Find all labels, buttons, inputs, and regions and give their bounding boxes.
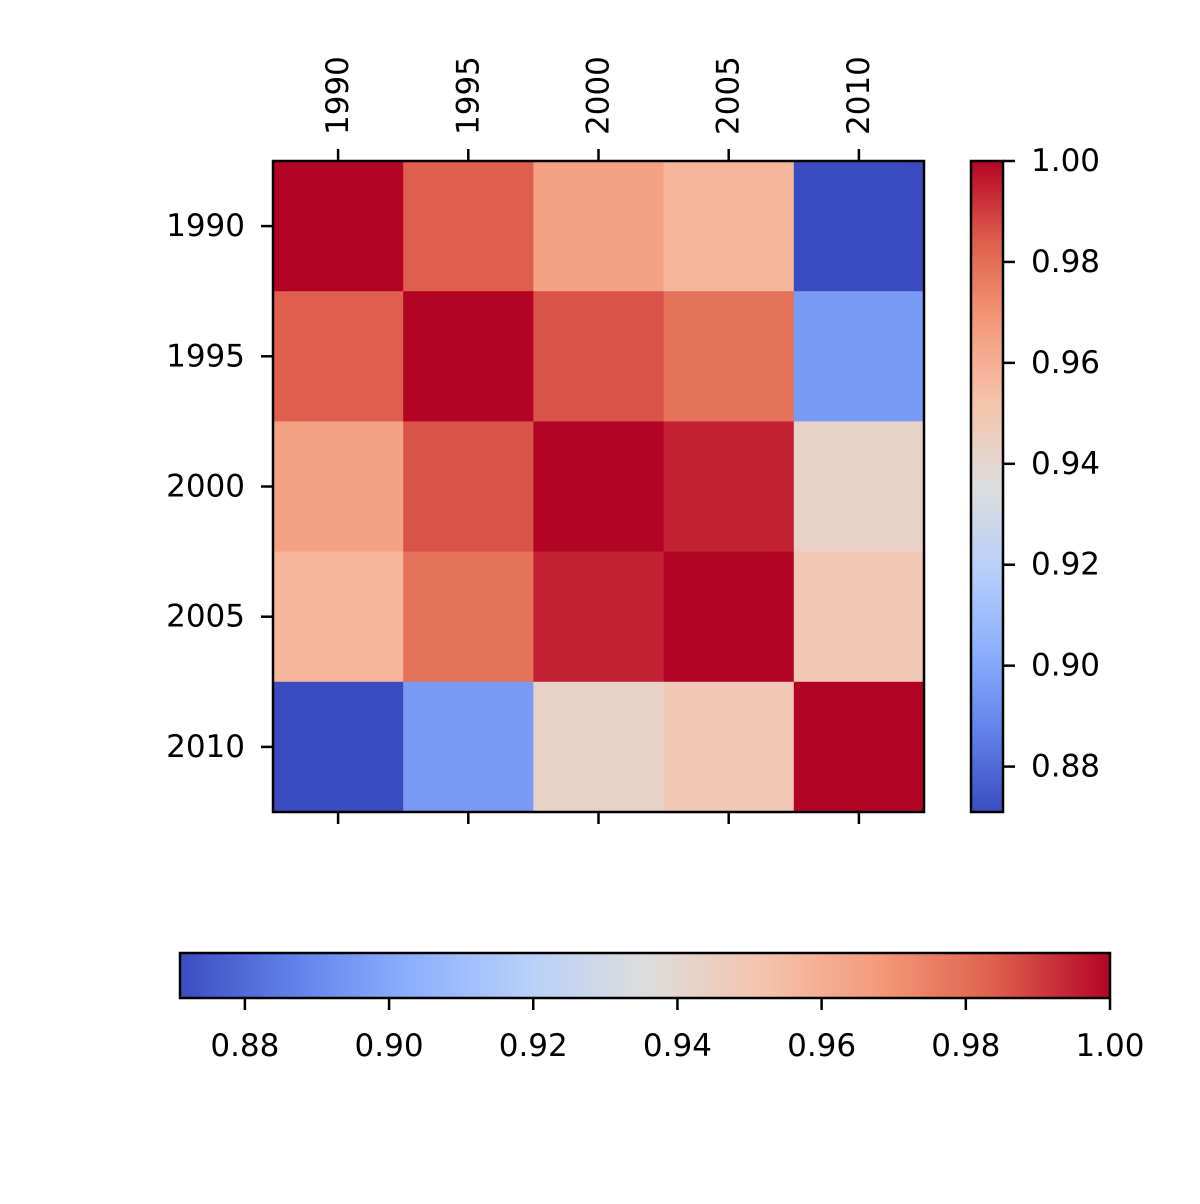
x-tick-label-1995: 1995 (450, 56, 486, 135)
x-tick-label-1990: 1990 (320, 56, 356, 135)
heatmap-cell-2000-2010 (793, 421, 925, 553)
heatmap-cell-2005-2000 (533, 551, 665, 683)
heatmap-cell-1995-1995 (403, 291, 534, 422)
hcb-tick-label-0.92: 0.92 (499, 1028, 568, 1064)
heatmap-cell-1990-2005 (663, 161, 795, 292)
x-tick-label-2010: 2010 (841, 56, 877, 135)
hcb-tick-label-0.98: 0.98 (931, 1028, 1000, 1064)
horizontal-colorbar: 0.88 0.90 0.92 0.94 0.96 0.98 1.00 (178, 951, 1145, 1064)
heatmap-cells (273, 161, 925, 813)
vertical-colorbar: 0.88 0.90 0.92 0.94 0.96 0.98 1.00 (969, 143, 1100, 814)
y-axis-ticks: 1990 1995 2000 2005 2010 (166, 208, 273, 765)
vcb-tick-label-0.96: 0.96 (1031, 345, 1100, 381)
y-tick-label-1990: 1990 (166, 208, 245, 244)
hcb-tick-label-0.94: 0.94 (643, 1028, 712, 1064)
heatmap-cell-1990-1995 (403, 161, 534, 292)
heatmap-cell-2010-2000 (533, 681, 665, 813)
hcb-tick-label-1.00: 1.00 (1075, 1028, 1144, 1064)
heatmap-cell-2010-2010 (793, 681, 925, 813)
vcb-tick-label-1.00: 1.00 (1031, 143, 1100, 179)
vcb-tick-label-0.88: 0.88 (1031, 749, 1100, 785)
horizontal-colorbar-frame (178, 951, 1112, 1000)
y-tick-label-2010: 2010 (166, 729, 245, 765)
heatmap-cell-2000-1995 (403, 421, 534, 553)
heatmap-cell-1995-2000 (533, 291, 665, 422)
y-tick-label-2005: 2005 (166, 599, 245, 635)
vcb-tick-label-0.98: 0.98 (1031, 244, 1100, 280)
x-axis-bottom-ticks (336, 812, 861, 824)
y-tick-label-1995: 1995 (166, 338, 245, 374)
heatmap-cell-2000-2000 (533, 421, 665, 553)
heatmap-cell-2005-1995 (403, 551, 534, 683)
vcb-tick-label-0.94: 0.94 (1031, 446, 1100, 482)
heatmap-cell-2000-1990 (273, 421, 404, 553)
vcb-tick-label-0.92: 0.92 (1031, 547, 1100, 583)
heatmap-cell-2000-2005 (663, 421, 795, 553)
heatmap-cell-2010-1995 (403, 681, 534, 813)
hcb-tick-label-0.88: 0.88 (210, 1028, 279, 1064)
heatmap-cell-2010-2005 (663, 681, 795, 813)
heatmap-cell-2005-2010 (793, 551, 925, 683)
hcb-tick-label-0.96: 0.96 (787, 1028, 856, 1064)
heatmap-cell-1990-2000 (533, 161, 665, 292)
vcb-tick-label-0.90: 0.90 (1031, 648, 1100, 684)
heatmap-cell-2005-2005 (663, 551, 795, 683)
x-tick-label-2000: 2000 (581, 56, 617, 135)
heatmap-cell-1995-1990 (273, 291, 404, 422)
heatmap-cell-1990-1990 (273, 161, 404, 292)
vertical-colorbar-fill (971, 161, 1003, 812)
x-tick-label-2005: 2005 (711, 56, 747, 135)
heatmap-cell-2010-1990 (273, 681, 404, 813)
x-axis-top-ticks: 1990 1995 2000 2005 2010 (320, 56, 877, 161)
heatmap-cell-1995-2010 (793, 291, 925, 422)
heatmap-cell-2005-1990 (273, 551, 404, 683)
heatmap-cell-1995-2005 (663, 291, 795, 422)
y-tick-label-2000: 2000 (166, 469, 245, 505)
heatmap-cell-1990-2010 (793, 161, 925, 292)
horizontal-colorbar-fill (180, 953, 1110, 998)
hcb-tick-label-0.90: 0.90 (355, 1028, 424, 1064)
vertical-colorbar-frame (969, 159, 1005, 814)
